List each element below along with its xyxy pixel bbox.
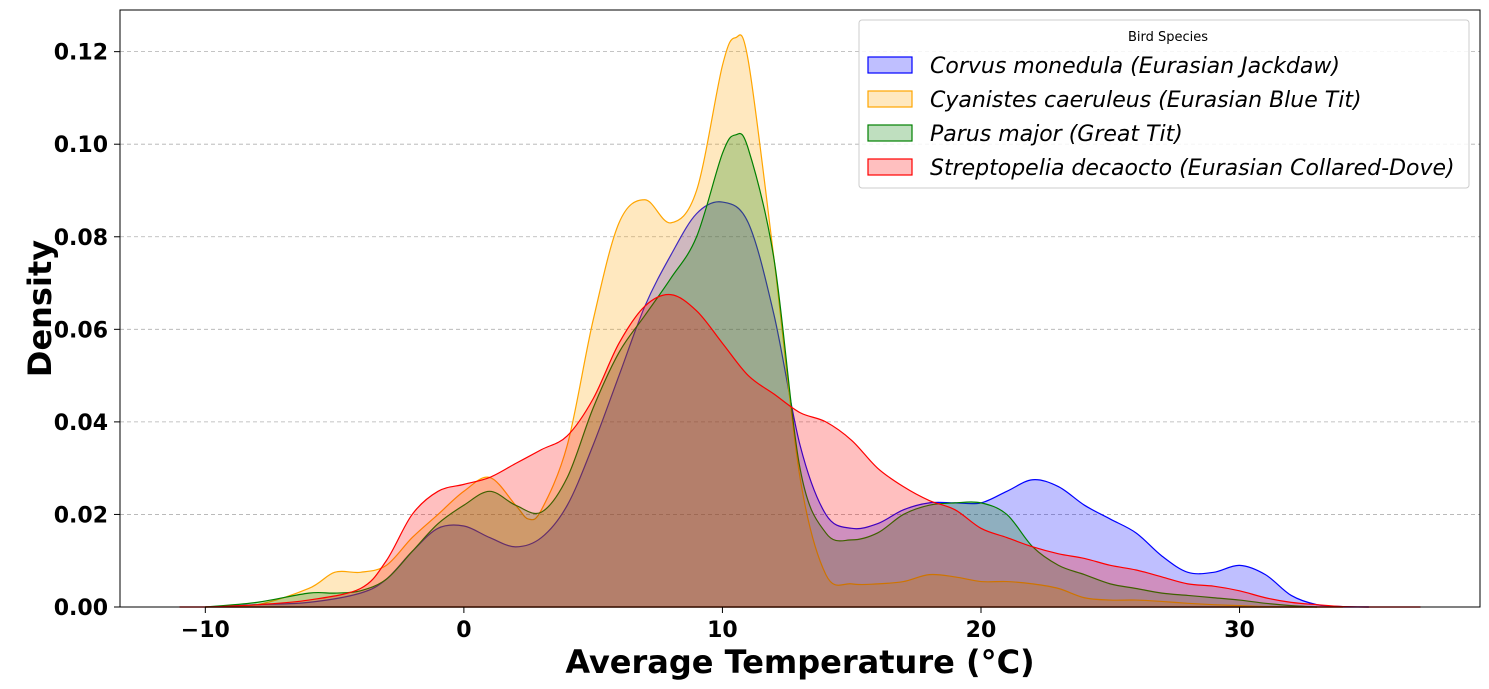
y-tick-label: 0.00 (54, 596, 108, 621)
series-line (205, 201, 1369, 608)
y-tick-label: 0.02 (54, 503, 108, 528)
x-tick-label: −10 (181, 618, 230, 643)
legend: Bird Species Corvus monedula (Eurasian J… (858, 19, 1470, 189)
y-tick-label: 0.06 (54, 318, 108, 343)
series-area (205, 133, 1318, 607)
legend-title: Bird Species (1128, 30, 1208, 45)
x-axis-ticks: −10 0 10 20 30 (181, 607, 1255, 643)
x-tick-label: 20 (966, 618, 997, 643)
legend-swatch (867, 158, 913, 176)
series-area (205, 34, 1343, 607)
y-tick-label: 0.08 (54, 226, 108, 251)
series-area (179, 294, 1421, 607)
legend-label: Corvus monedula (Eurasian Jackdaw) (930, 54, 1340, 79)
series-line (205, 34, 1343, 608)
x-axis-title: Average Temperature (°C) (565, 643, 1034, 681)
legend-label: Streptopelia decaocto (Eurasian Collared… (930, 156, 1455, 181)
y-axis-title: Density (21, 240, 59, 377)
legend-swatch (867, 56, 913, 74)
plot-frame (119, 9, 1481, 608)
series-line (205, 132, 1318, 608)
x-tick-label: 30 (1224, 618, 1255, 643)
y-tick-label: 0.10 (54, 133, 108, 158)
legend-swatch (867, 124, 913, 142)
x-tick-label: 0 (456, 618, 471, 643)
legend-swatch (867, 90, 913, 108)
legend-box (858, 19, 1470, 189)
legend-label: Cyanistes caeruleus (Eurasian Blue Tit) (930, 88, 1362, 113)
y-tick-label: 0.12 (54, 41, 108, 66)
y-gridlines (120, 51, 1480, 515)
legend-items: Corvus monedula (Eurasian Jackdaw) Cyanis… (867, 54, 1455, 181)
series-line (179, 293, 1421, 608)
legend-label: Parus major (Great Tit) (930, 122, 1183, 147)
y-axis-ticks: 0.00 0.02 0.04 0.06 0.08 0.10 0.12 (54, 41, 120, 621)
y-tick-label: 0.04 (54, 411, 108, 436)
x-tick-label: 10 (707, 618, 738, 643)
